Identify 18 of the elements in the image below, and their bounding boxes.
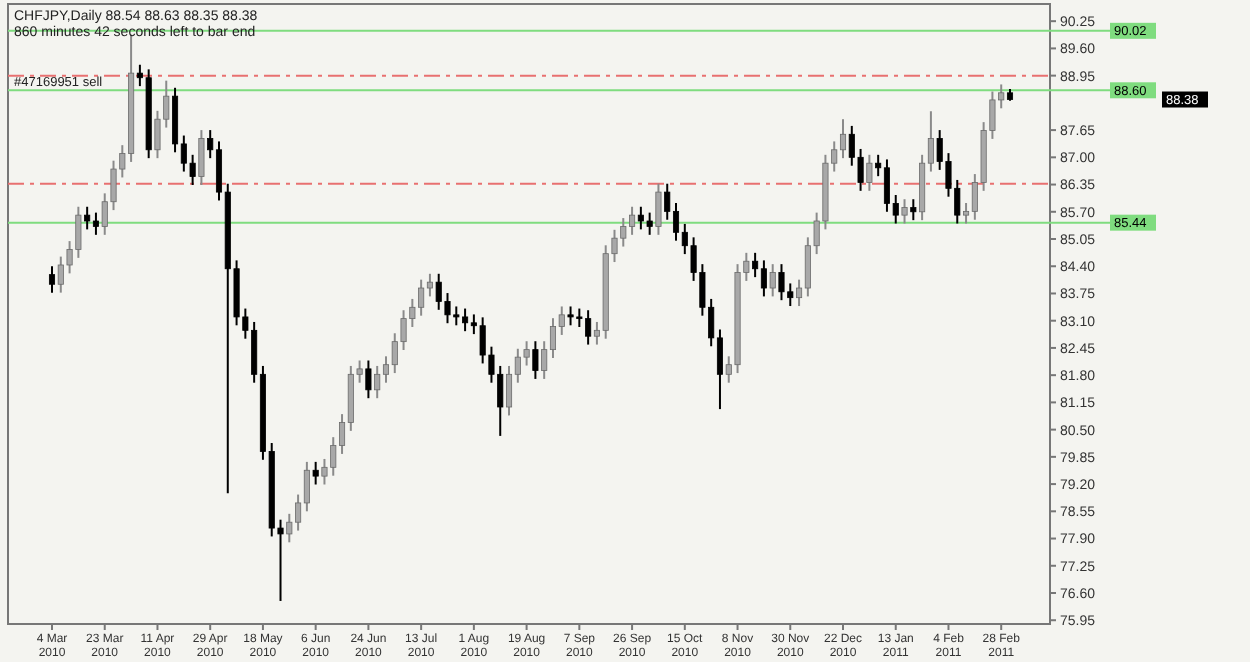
candlestick bbox=[374, 364, 381, 400]
candlestick bbox=[92, 211, 99, 236]
candlestick bbox=[505, 364, 513, 417]
candlestick bbox=[523, 340, 530, 367]
candlestick bbox=[312, 460, 319, 486]
candlestick bbox=[655, 182, 662, 236]
candlestick bbox=[839, 118, 847, 160]
candlestick bbox=[760, 259, 767, 298]
candlestick bbox=[198, 129, 205, 186]
candlestick bbox=[48, 265, 56, 294]
candlestick bbox=[901, 198, 908, 225]
candlestick bbox=[84, 205, 91, 231]
candlestick bbox=[866, 153, 873, 192]
candlestick bbox=[365, 359, 372, 400]
candlestick bbox=[532, 340, 539, 380]
candlestick bbox=[769, 263, 776, 298]
candlestick bbox=[910, 198, 917, 222]
candlestick bbox=[646, 211, 653, 236]
